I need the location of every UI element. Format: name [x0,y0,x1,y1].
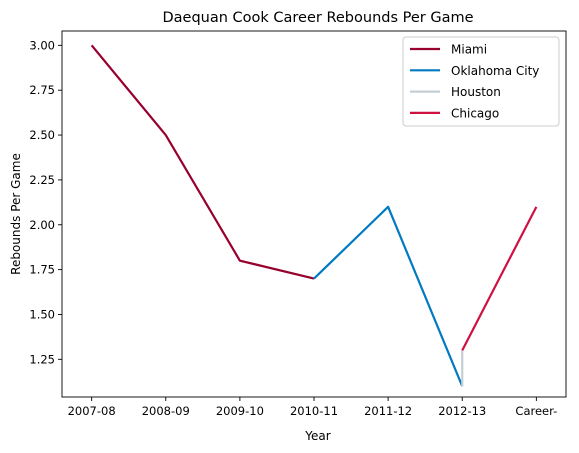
y-tick-label: 1.50 [29,307,55,321]
x-tick-label: 2009-10 [216,404,264,418]
legend-label-1: Oklahoma City [451,64,539,78]
series-line-1 [313,205,464,387]
x-axis: 2007-08 2008-09 2009-10 2010-11 2011-12 2012-… [68,397,557,418]
legend-label-2: Houston [451,85,501,99]
y-axis: 1.25 1.50 1.75 2.00 2.25 2.50 2.75 3.00 [29,38,62,366]
x-tick-label: 2012-13 [438,404,486,418]
x-tick-label: 2008-09 [142,404,190,418]
x-tick-label: 2011-12 [364,404,412,418]
legend-label-0: Miami [451,43,487,57]
y-tick-label: 2.75 [29,83,55,97]
y-tick-label: 1.25 [29,352,55,366]
y-tick-label: 2.25 [29,173,55,187]
legend: Miami Oklahoma City Houston Chicago [402,36,560,127]
x-tick-label: Career- [515,404,557,418]
x-tick-label: 2007-08 [68,404,116,418]
x-tick-label: 2010-11 [290,404,338,418]
series-line-3 [461,206,538,351]
series-layer [90,44,538,387]
y-axis-label: Rebounds Per Game [9,153,23,275]
y-tick-label: 1.75 [29,263,55,277]
series-line-0 [90,44,315,280]
chart-title: Daequan Cook Career Rebounds Per Game [162,10,473,26]
plot-area: 2007-08 2008-09 2009-10 2010-11 2011-12 2012-… [29,30,567,418]
legend-box [402,36,560,127]
legend-label-3: Chicago [451,106,499,120]
y-tick-label: 2.50 [29,128,55,142]
y-tick-label: 2.00 [29,218,55,232]
x-axis-label: Year [304,429,330,443]
y-tick-label: 3.00 [29,38,55,52]
